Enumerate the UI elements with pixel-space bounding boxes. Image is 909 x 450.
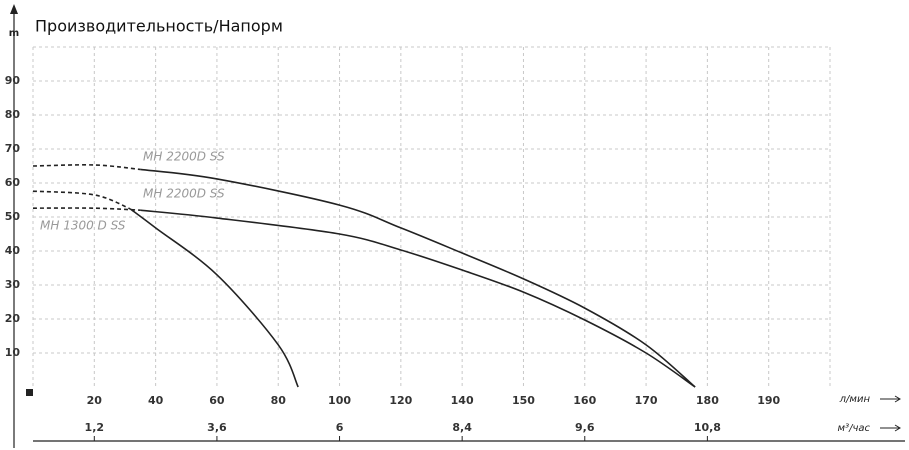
x-tick-label: 160 <box>573 394 596 407</box>
x2-tick-label: 8,4 <box>452 421 472 434</box>
x2-tick-label: 9,6 <box>575 421 595 434</box>
series-label: MH 2200D SS <box>143 187 225 201</box>
x-axis-label: л/мин <box>839 394 871 405</box>
y-tick-label: 50 <box>5 210 21 223</box>
y-tick-label: 90 <box>5 74 21 87</box>
y-axis-arrow <box>10 4 18 14</box>
x-tick-label: 100 <box>328 394 351 407</box>
y-tick-label: 70 <box>5 142 21 155</box>
y-tick-label: 20 <box>5 312 21 325</box>
x-axis-arrow <box>880 395 901 403</box>
origin-marker <box>26 389 33 396</box>
x-tick-label: 40 <box>148 394 164 407</box>
series-line <box>129 208 299 388</box>
y-axis-label: m <box>9 28 19 39</box>
x2-tick-label: 10,8 <box>694 421 721 434</box>
series-label: MH 1300 D SS <box>40 219 126 233</box>
x2-tick-label: 3,6 <box>207 421 227 434</box>
x-tick-label: 80 <box>271 394 287 407</box>
x-tick-label: 20 <box>87 394 103 407</box>
x-tick-label: 170 <box>635 394 658 407</box>
series-line <box>32 190 131 210</box>
x2-axis-arrow <box>880 424 901 432</box>
x-tick-label: 180 <box>696 394 719 407</box>
x-tick-label: 190 <box>757 394 780 407</box>
series-line <box>32 207 141 211</box>
x-tick-label: 150 <box>512 394 535 407</box>
series-line <box>140 168 696 388</box>
x-tick-label: 120 <box>389 394 412 407</box>
series-line <box>32 164 141 171</box>
y-tick-label: 80 <box>5 108 21 121</box>
y-tick-label: 10 <box>5 346 21 359</box>
x-tick-label: 140 <box>451 394 474 407</box>
y-tick-label: 40 <box>5 244 21 257</box>
series-line <box>140 209 696 388</box>
y-tick-label: 60 <box>5 176 21 189</box>
x2-axis-label: м³/час <box>838 423 871 434</box>
chart-title: Производительность/Напорм <box>35 17 283 36</box>
x2-tick-label: 1,2 <box>85 421 105 434</box>
series-label: MH 2200D SS <box>143 150 225 164</box>
x-tick-label: 60 <box>209 394 225 407</box>
x2-tick-label: 6 <box>336 421 344 434</box>
y-tick-label: 30 <box>5 278 21 291</box>
